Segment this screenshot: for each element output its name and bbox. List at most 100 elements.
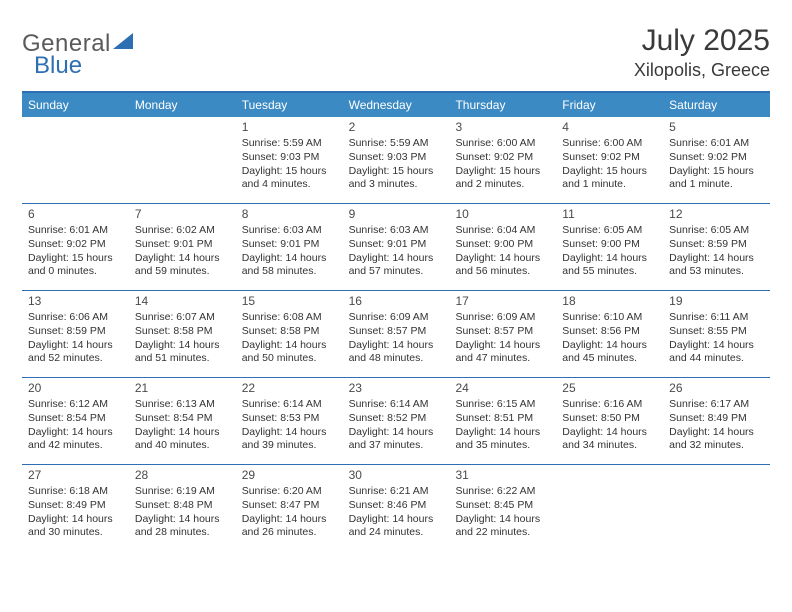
sunset-line: Sunset: 9:01 PM bbox=[349, 238, 444, 252]
day-number: 25 bbox=[562, 381, 657, 397]
day-cell: 7Sunrise: 6:02 AMSunset: 9:01 PMDaylight… bbox=[129, 204, 236, 290]
day-number: 3 bbox=[455, 120, 550, 136]
sunrise-line: Sunrise: 6:02 AM bbox=[135, 224, 230, 238]
day-number: 27 bbox=[28, 468, 123, 484]
day-cell: 10Sunrise: 6:04 AMSunset: 9:00 PMDayligh… bbox=[449, 204, 556, 290]
weekday-header: Tuesday bbox=[236, 93, 343, 117]
day-cell: 23Sunrise: 6:14 AMSunset: 8:52 PMDayligh… bbox=[343, 378, 450, 464]
day-cell: 26Sunrise: 6:17 AMSunset: 8:49 PMDayligh… bbox=[663, 378, 770, 464]
day-cell: 5Sunrise: 6:01 AMSunset: 9:02 PMDaylight… bbox=[663, 117, 770, 203]
day-cell: 6Sunrise: 6:01 AMSunset: 9:02 PMDaylight… bbox=[22, 204, 129, 290]
sunset-line: Sunset: 8:49 PM bbox=[669, 412, 764, 426]
sunrise-line: Sunrise: 6:05 AM bbox=[669, 224, 764, 238]
day-cell: 9Sunrise: 6:03 AMSunset: 9:01 PMDaylight… bbox=[343, 204, 450, 290]
weekday-header: Saturday bbox=[663, 93, 770, 117]
daylight-line: Daylight: 15 hours and 1 minute. bbox=[669, 165, 764, 193]
daylight-line: Daylight: 14 hours and 35 minutes. bbox=[455, 426, 550, 454]
calendar-page: General July 2025 Xilopolis, Greece Blue… bbox=[0, 0, 792, 561]
sunset-line: Sunset: 8:57 PM bbox=[455, 325, 550, 339]
daylight-line: Daylight: 15 hours and 0 minutes. bbox=[28, 252, 123, 280]
weekday-header: Monday bbox=[129, 93, 236, 117]
week-row: 1Sunrise: 5:59 AMSunset: 9:03 PMDaylight… bbox=[22, 117, 770, 203]
sunrise-line: Sunrise: 6:17 AM bbox=[669, 398, 764, 412]
sunrise-line: Sunrise: 6:04 AM bbox=[455, 224, 550, 238]
week-row: 20Sunrise: 6:12 AMSunset: 8:54 PMDayligh… bbox=[22, 377, 770, 464]
day-number: 28 bbox=[135, 468, 230, 484]
sunrise-line: Sunrise: 6:14 AM bbox=[242, 398, 337, 412]
day-cell: 12Sunrise: 6:05 AMSunset: 8:59 PMDayligh… bbox=[663, 204, 770, 290]
day-number: 8 bbox=[242, 207, 337, 223]
sunrise-line: Sunrise: 6:19 AM bbox=[135, 485, 230, 499]
header: General July 2025 Xilopolis, Greece bbox=[22, 24, 770, 81]
sunrise-line: Sunrise: 6:15 AM bbox=[455, 398, 550, 412]
day-cell bbox=[663, 465, 770, 551]
day-cell: 20Sunrise: 6:12 AMSunset: 8:54 PMDayligh… bbox=[22, 378, 129, 464]
daylight-line: Daylight: 14 hours and 22 minutes. bbox=[455, 513, 550, 541]
sunrise-line: Sunrise: 6:14 AM bbox=[349, 398, 444, 412]
sunset-line: Sunset: 8:54 PM bbox=[28, 412, 123, 426]
brand-triangle-icon bbox=[113, 33, 135, 56]
brand-text-2: Blue bbox=[34, 52, 82, 80]
daylight-line: Daylight: 14 hours and 50 minutes. bbox=[242, 339, 337, 367]
day-cell: 18Sunrise: 6:10 AMSunset: 8:56 PMDayligh… bbox=[556, 291, 663, 377]
day-cell: 19Sunrise: 6:11 AMSunset: 8:55 PMDayligh… bbox=[663, 291, 770, 377]
week-row: 6Sunrise: 6:01 AMSunset: 9:02 PMDaylight… bbox=[22, 203, 770, 290]
sunset-line: Sunset: 9:01 PM bbox=[135, 238, 230, 252]
calendar: SundayMondayTuesdayWednesdayThursdayFrid… bbox=[22, 91, 770, 551]
sunrise-line: Sunrise: 6:08 AM bbox=[242, 311, 337, 325]
sunrise-line: Sunrise: 6:07 AM bbox=[135, 311, 230, 325]
daylight-line: Daylight: 15 hours and 3 minutes. bbox=[349, 165, 444, 193]
daylight-line: Daylight: 14 hours and 52 minutes. bbox=[28, 339, 123, 367]
day-number: 18 bbox=[562, 294, 657, 310]
title-block: July 2025 Xilopolis, Greece bbox=[634, 24, 770, 81]
sunset-line: Sunset: 8:59 PM bbox=[28, 325, 123, 339]
day-cell bbox=[22, 117, 129, 203]
sunset-line: Sunset: 9:03 PM bbox=[349, 151, 444, 165]
daylight-line: Daylight: 14 hours and 32 minutes. bbox=[669, 426, 764, 454]
day-cell bbox=[129, 117, 236, 203]
daylight-line: Daylight: 14 hours and 37 minutes. bbox=[349, 426, 444, 454]
day-number: 17 bbox=[455, 294, 550, 310]
sunset-line: Sunset: 9:00 PM bbox=[455, 238, 550, 252]
sunset-line: Sunset: 8:48 PM bbox=[135, 499, 230, 513]
weekday-header: Wednesday bbox=[343, 93, 450, 117]
daylight-line: Daylight: 14 hours and 53 minutes. bbox=[669, 252, 764, 280]
day-cell: 1Sunrise: 5:59 AMSunset: 9:03 PMDaylight… bbox=[236, 117, 343, 203]
sunset-line: Sunset: 8:47 PM bbox=[242, 499, 337, 513]
sunset-line: Sunset: 8:58 PM bbox=[242, 325, 337, 339]
sunset-line: Sunset: 8:53 PM bbox=[242, 412, 337, 426]
day-number: 2 bbox=[349, 120, 444, 136]
day-number: 23 bbox=[349, 381, 444, 397]
daylight-line: Daylight: 14 hours and 42 minutes. bbox=[28, 426, 123, 454]
daylight-line: Daylight: 14 hours and 47 minutes. bbox=[455, 339, 550, 367]
sunset-line: Sunset: 9:02 PM bbox=[455, 151, 550, 165]
day-number: 29 bbox=[242, 468, 337, 484]
daylight-line: Daylight: 14 hours and 57 minutes. bbox=[349, 252, 444, 280]
daylight-line: Daylight: 14 hours and 56 minutes. bbox=[455, 252, 550, 280]
sunrise-line: Sunrise: 6:05 AM bbox=[562, 224, 657, 238]
day-cell: 27Sunrise: 6:18 AMSunset: 8:49 PMDayligh… bbox=[22, 465, 129, 551]
sunset-line: Sunset: 8:55 PM bbox=[669, 325, 764, 339]
weekday-header: Friday bbox=[556, 93, 663, 117]
day-cell: 15Sunrise: 6:08 AMSunset: 8:58 PMDayligh… bbox=[236, 291, 343, 377]
weeks-container: 1Sunrise: 5:59 AMSunset: 9:03 PMDaylight… bbox=[22, 117, 770, 551]
sunrise-line: Sunrise: 6:01 AM bbox=[669, 137, 764, 151]
daylight-line: Daylight: 14 hours and 48 minutes. bbox=[349, 339, 444, 367]
daylight-line: Daylight: 14 hours and 40 minutes. bbox=[135, 426, 230, 454]
day-cell: 30Sunrise: 6:21 AMSunset: 8:46 PMDayligh… bbox=[343, 465, 450, 551]
sunrise-line: Sunrise: 5:59 AM bbox=[242, 137, 337, 151]
week-row: 13Sunrise: 6:06 AMSunset: 8:59 PMDayligh… bbox=[22, 290, 770, 377]
daylight-line: Daylight: 14 hours and 55 minutes. bbox=[562, 252, 657, 280]
sunset-line: Sunset: 8:59 PM bbox=[669, 238, 764, 252]
daylight-line: Daylight: 14 hours and 51 minutes. bbox=[135, 339, 230, 367]
sunset-line: Sunset: 8:56 PM bbox=[562, 325, 657, 339]
day-cell: 31Sunrise: 6:22 AMSunset: 8:45 PMDayligh… bbox=[449, 465, 556, 551]
sunrise-line: Sunrise: 6:22 AM bbox=[455, 485, 550, 499]
day-number: 15 bbox=[242, 294, 337, 310]
sunset-line: Sunset: 9:02 PM bbox=[562, 151, 657, 165]
sunrise-line: Sunrise: 6:20 AM bbox=[242, 485, 337, 499]
daylight-line: Daylight: 14 hours and 26 minutes. bbox=[242, 513, 337, 541]
sunset-line: Sunset: 9:02 PM bbox=[669, 151, 764, 165]
day-cell: 25Sunrise: 6:16 AMSunset: 8:50 PMDayligh… bbox=[556, 378, 663, 464]
daylight-line: Daylight: 14 hours and 30 minutes. bbox=[28, 513, 123, 541]
